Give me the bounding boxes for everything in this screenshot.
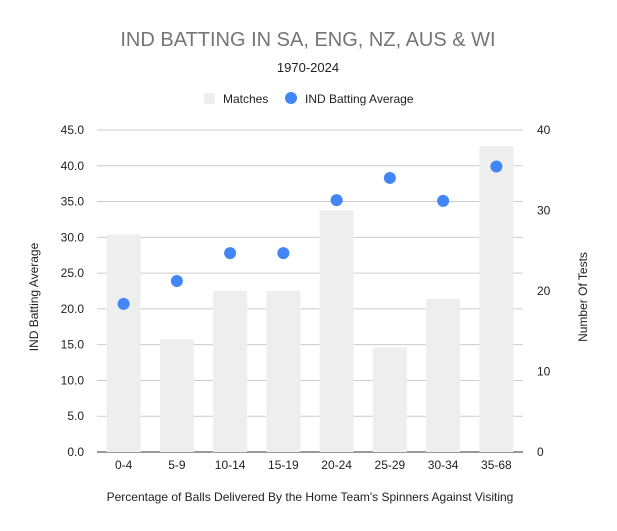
point-batting-average	[330, 194, 343, 207]
y-right-tick-label: 0	[537, 445, 544, 459]
y-left-tick-label: 0.0	[67, 445, 84, 459]
x-axis-label: Percentage of Balls Delivered By the Hom…	[107, 490, 514, 504]
y-left-tick-label: 35.0	[61, 195, 85, 209]
x-tick-label: 15-19	[268, 458, 299, 472]
bar-matches	[319, 210, 354, 452]
x-tick-label: 25-29	[375, 458, 406, 472]
point-batting-average	[170, 274, 183, 287]
x-tick-label: 5-9	[168, 458, 186, 472]
x-tick-label: 30-34	[428, 458, 459, 472]
point-batting-average	[437, 194, 450, 207]
chart-title: IND BATTING IN SA, ENG, NZ, AUS & WI	[120, 29, 495, 51]
y-left-tick-label: 5.0	[67, 409, 84, 423]
bar-matches	[426, 299, 461, 452]
y-left-tick-label: 30.0	[61, 230, 85, 244]
points	[117, 160, 503, 310]
y-left-tick-label: 25.0	[61, 266, 85, 280]
legend-swatch-matches	[204, 93, 215, 104]
y-right-tick-label: 40	[537, 123, 551, 137]
x-tick-label: 10-14	[215, 458, 246, 472]
y-left-tick-label: 20.0	[61, 302, 85, 316]
bar-matches	[479, 146, 514, 452]
bars	[106, 146, 514, 452]
y-left-tick-label: 40.0	[61, 159, 85, 173]
bar-matches	[213, 291, 248, 452]
bar-matches	[266, 291, 301, 452]
point-batting-average	[277, 247, 290, 260]
y-left-tick-label: 45.0	[61, 123, 85, 137]
legend-swatch-batting-average	[285, 92, 297, 104]
x-axis-ticks: 0-4 5-9 10-14 15-19 20-24 25-29 30-34 35-68	[115, 458, 512, 472]
point-batting-average	[224, 247, 237, 260]
y-axis-left-label: IND Batting Average	[27, 242, 41, 351]
point-batting-average	[490, 160, 503, 173]
x-tick-label: 35-68	[481, 458, 512, 472]
y-right-tick-label: 20	[537, 284, 551, 298]
point-batting-average	[383, 171, 396, 184]
bar-matches	[106, 234, 141, 452]
left-axis-ticks: 0.0 5.0 10.0 15.0 20.0 25.0 30.0 35.0 40.0 45.0	[61, 123, 85, 459]
y-right-tick-label: 10	[537, 365, 551, 379]
y-axis-right-label: Number Of Tests	[576, 252, 590, 342]
x-tick-label: 0-4	[115, 458, 133, 472]
y-right-tick-label: 30	[537, 204, 551, 218]
legend: Matches IND Batting Average	[204, 92, 414, 106]
right-axis-ticks: 0 10 20 30 40	[537, 123, 551, 459]
bar-matches	[159, 339, 194, 452]
x-tick-label: 20-24	[321, 458, 352, 472]
legend-label-batting-average: IND Batting Average	[305, 92, 414, 106]
bar-matches	[372, 347, 407, 452]
y-left-tick-label: 15.0	[61, 338, 85, 352]
point-batting-average	[117, 297, 130, 310]
y-left-tick-label: 10.0	[61, 373, 85, 387]
chart-subtitle: 1970-2024	[277, 60, 339, 75]
legend-label-matches: Matches	[223, 92, 268, 106]
